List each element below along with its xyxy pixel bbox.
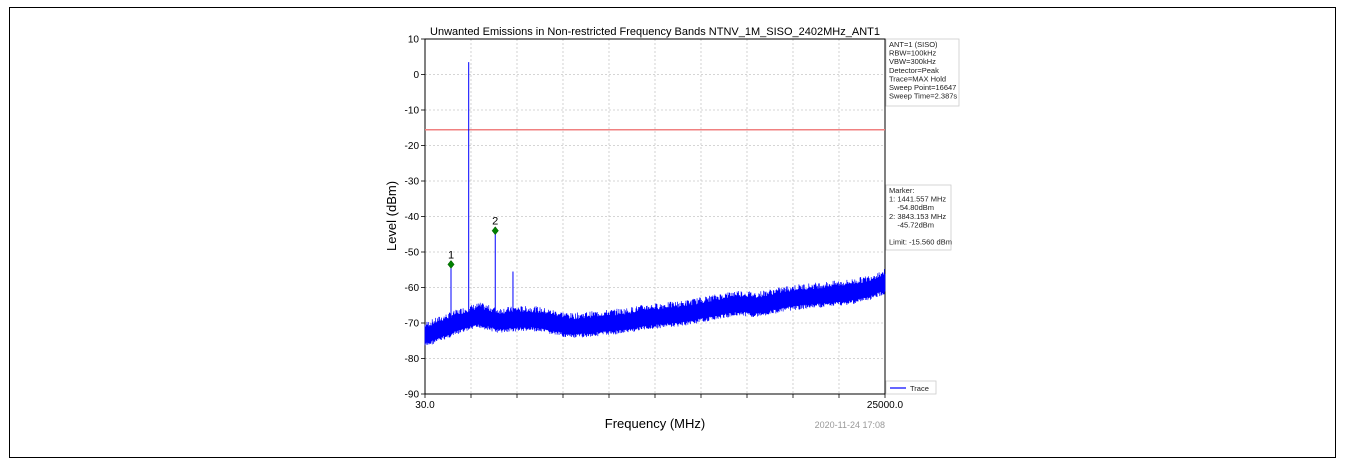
marker-label-1: 1 <box>448 249 454 261</box>
marker-point-1 <box>447 260 455 269</box>
y-axis-label: Level (dBm) <box>384 181 399 251</box>
marker-box-line-3: 2: 3843.153 MHz <box>889 212 946 221</box>
info-line-3: Detector=Peak <box>889 66 939 75</box>
info-line-1: RBW=100kHz <box>889 49 937 58</box>
trace-series <box>424 62 886 346</box>
info-line-2: VBW=300kHz <box>889 57 936 66</box>
y-tick-label-0: 10 <box>408 35 420 46</box>
info-box-text: ANT=1 (SISO)RBW=100kHzVBW=300kHzDetector… <box>889 40 957 101</box>
y-axis-ticks: 10 0 -10 -20 -30 -40 -50 -60 -70 -80 -90 <box>405 35 886 401</box>
info-line-4: Trace=MAX Hold <box>889 74 946 83</box>
chart-title: Unwanted Emissions in Non-restricted Fre… <box>430 26 880 38</box>
y-tick-label-10: -90 <box>405 390 420 401</box>
trace-noise-floor <box>424 269 886 346</box>
marker-box-line-4: -45.72dBm <box>889 220 934 229</box>
y-tick-label-4: -30 <box>405 177 420 188</box>
markers: 12 <box>447 216 499 269</box>
report-frame <box>9 7 1336 458</box>
marker-point-2 <box>491 226 499 236</box>
info-box <box>885 38 960 107</box>
marker-box-line-6: Limit: -15.560 dBm <box>889 238 952 247</box>
marker-label-2: 2 <box>492 216 498 228</box>
y-tick-label-8: -70 <box>405 319 420 330</box>
marker-box-line-1: 1: 1441.557 MHz <box>889 195 946 204</box>
info-line-6: Sweep Time=2.387s <box>889 92 957 101</box>
y-tick-label-6: -50 <box>405 248 420 259</box>
info-line-5: Sweep Point=16647 <box>889 83 956 92</box>
marker-box-line-0: Marker: <box>889 186 914 195</box>
y-tick-label-1: 0 <box>413 70 419 81</box>
x-axis-label: Frequency (MHz) <box>605 416 705 431</box>
y-tick-label-5: -40 <box>405 212 420 223</box>
legend-entry-trace: Trace <box>910 384 929 393</box>
marker-box-line-2: -54.80dBm <box>889 203 934 212</box>
x-tick-label-start: 30.0 <box>415 400 435 411</box>
y-tick-label-7: -60 <box>405 283 420 294</box>
x-tick-label-end: 25000.0 <box>867 400 904 411</box>
legend-box <box>885 380 937 395</box>
y-tick-label-3: -20 <box>405 141 420 152</box>
timestamp: 2020-11-24 17:08 <box>815 420 885 430</box>
y-tick-label-2: -10 <box>405 106 420 117</box>
info-line-0: ANT=1 (SISO) <box>889 40 938 49</box>
y-tick-label-9: -80 <box>405 354 420 365</box>
marker-box <box>885 184 952 251</box>
